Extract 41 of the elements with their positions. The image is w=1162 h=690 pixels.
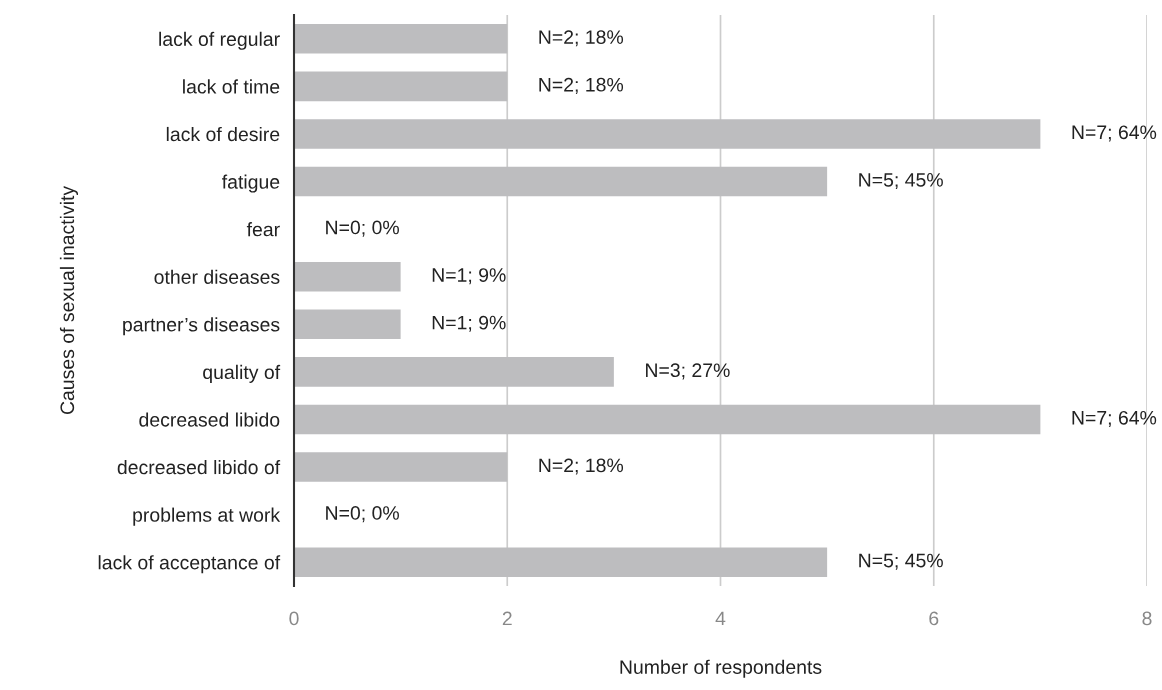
bar — [294, 24, 508, 54]
y-tick-label: fear — [246, 222, 280, 237]
y-tick-label: quality of — [203, 364, 281, 383]
x-tick-label: 2 — [502, 611, 512, 626]
data-label: N=1; 9% — [432, 315, 506, 332]
y-tick-label: other diseases — [154, 269, 280, 284]
bar — [294, 71, 508, 102]
bar — [294, 404, 1041, 435]
x-tick-label: 6 — [929, 611, 939, 626]
data-label: N=7; 64% — [1072, 410, 1157, 427]
bar — [294, 166, 828, 197]
y-tick-label: fatigue — [222, 174, 280, 193]
y-tick-label: decreased libido — [139, 412, 280, 427]
data-label: N=3; 27% — [646, 363, 730, 380]
y-tick-label: lack of desire — [166, 126, 280, 142]
x-tick-label: 8 — [1142, 611, 1152, 626]
data-label: N=0; 0% — [326, 220, 399, 237]
data-label: N=5; 45% — [859, 173, 943, 190]
y-axis-title: Causes of sexual inactivity — [59, 185, 79, 415]
data-label: N=5; 45% — [859, 553, 943, 570]
y-tick-label: problems at work — [133, 507, 281, 526]
x-tick-label: 4 — [715, 611, 726, 626]
bar — [294, 309, 401, 340]
y-tick-label: decreased libido of — [117, 460, 281, 475]
bar — [294, 261, 401, 292]
bar — [294, 452, 508, 482]
data-label: N=0; 0% — [326, 506, 399, 523]
data-label: N=2; 18% — [539, 458, 624, 475]
data-label: N=1; 9% — [432, 268, 506, 285]
data-label: N=2; 18% — [539, 30, 624, 47]
y-tick-label: partner’s diseases — [123, 317, 280, 336]
x-axis-title: Number of respondents — [620, 659, 822, 678]
y-tick-label: lack of time — [183, 79, 280, 94]
y-tick-label: lack of regular — [159, 31, 280, 50]
x-tick-label: 0 — [289, 611, 299, 626]
y-tick-label: lack of acceptance of — [98, 555, 281, 574]
data-label: N=2; 18% — [539, 77, 624, 94]
bar — [294, 547, 828, 577]
bar — [294, 119, 1041, 149]
bar — [294, 357, 614, 387]
data-label: N=7; 64% — [1072, 125, 1157, 142]
